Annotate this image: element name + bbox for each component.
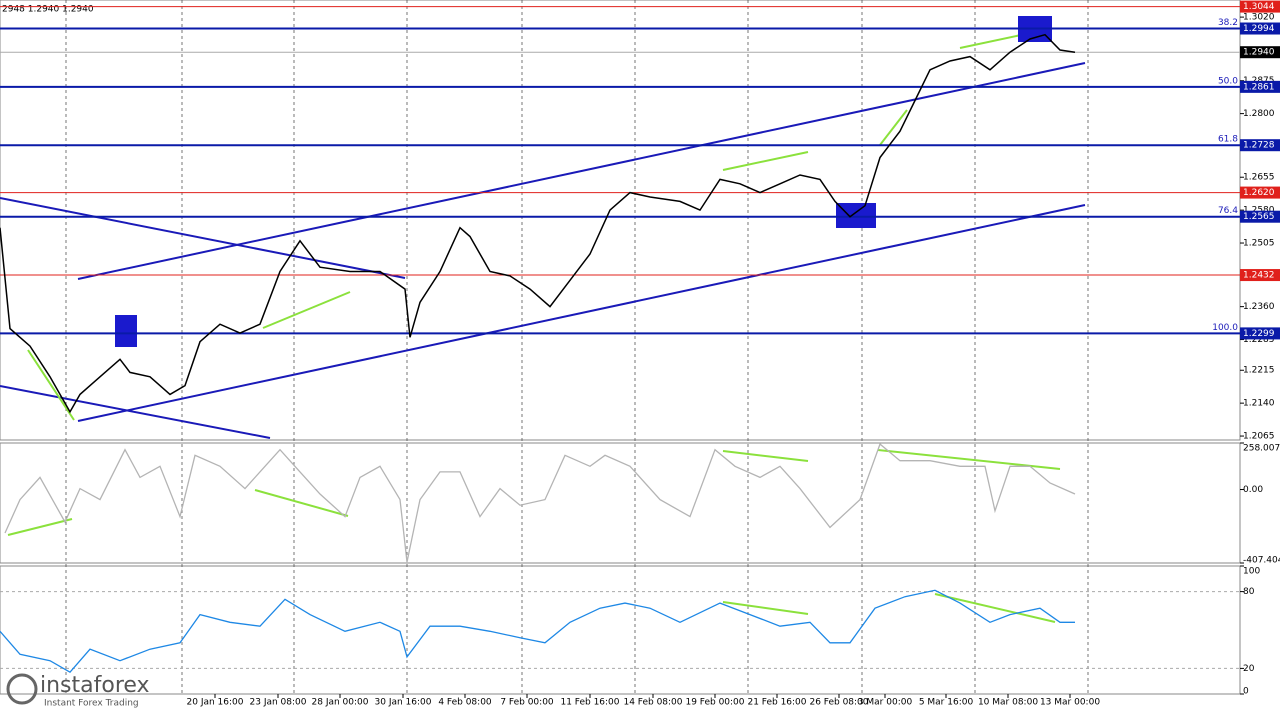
div xyxy=(934,593,1056,623)
y-tick-label: 1.2285 xyxy=(1243,335,1275,345)
div xyxy=(722,151,809,171)
y-tick-label: 0 xyxy=(1243,687,1249,697)
series-line xyxy=(4,443,1076,563)
x-tick-label: 7 Feb 00:00 xyxy=(500,698,554,708)
fib-label: 76.4 xyxy=(1218,206,1238,216)
level-label: 1.2565 xyxy=(1243,212,1275,222)
fib-label: 100.0 xyxy=(1212,323,1238,333)
divergence-lines xyxy=(7,31,1061,623)
y-tick-label: 1.2065 xyxy=(1243,432,1275,442)
level-label: 1.2861 xyxy=(1243,82,1275,92)
div xyxy=(722,601,809,615)
y-tick-label: 1.2800 xyxy=(1243,109,1275,119)
x-tick-label: 19 Feb 00:00 xyxy=(685,698,744,708)
x-tick-label: 28 Jan 00:00 xyxy=(312,698,369,708)
level-label: 1.2994 xyxy=(1243,24,1275,34)
y-tick-label: 1.2360 xyxy=(1243,302,1275,312)
time-grid xyxy=(65,0,1089,694)
logo-name: instaforex xyxy=(40,673,150,698)
down-line-upper xyxy=(0,197,406,279)
y-tick-label: 100 xyxy=(1243,567,1260,577)
x-tick-label: 30 Jan 16:00 xyxy=(375,698,432,708)
y-tick-label: 1.2215 xyxy=(1243,366,1275,376)
ohlc-header: 2948 1.2940 1.2940 xyxy=(2,5,94,15)
price-panel xyxy=(0,0,1241,441)
cci-panel xyxy=(0,442,1241,564)
div xyxy=(262,291,351,329)
y-tick-label: -407.404 xyxy=(1243,556,1280,566)
x-tick-label: 14 Feb 08:00 xyxy=(623,698,682,708)
level-label: 1.2620 xyxy=(1243,188,1275,198)
x-tick-label: 21 Feb 16:00 xyxy=(747,698,806,708)
x-tick-label: 11 Feb 16:00 xyxy=(560,698,619,708)
div xyxy=(27,349,75,421)
trend-lines xyxy=(0,62,1086,439)
y-tick-label: 1.3020 xyxy=(1243,13,1275,23)
logo-icon xyxy=(6,673,38,705)
level-label: 1.2432 xyxy=(1243,271,1275,281)
series-line xyxy=(0,589,1075,674)
fib-label: 38.2 xyxy=(1218,18,1238,28)
level-label: 1.2728 xyxy=(1243,141,1275,151)
x-tick-label: 23 Jan 08:00 xyxy=(250,698,307,708)
level-label-box xyxy=(1240,269,1280,282)
series-line xyxy=(0,33,1076,414)
level-label: 1.3044 xyxy=(1243,2,1275,12)
level-label-box xyxy=(1240,46,1280,59)
y-tick-label: 0.00 xyxy=(1243,485,1263,495)
y-tick-label: 1.2505 xyxy=(1243,239,1275,249)
marker xyxy=(836,203,876,228)
x-tick-label: 10 Mar 08:00 xyxy=(978,698,1038,708)
logo: instaforex Instant Forex Trading xyxy=(6,673,150,709)
y-tick-label: 258.0074 xyxy=(1243,444,1280,454)
fib-label: 61.8 xyxy=(1218,135,1238,145)
div xyxy=(7,518,73,536)
logo-tagline: Instant Forex Trading xyxy=(44,699,139,709)
level-label-box xyxy=(1240,80,1280,93)
level-label-box xyxy=(1240,139,1280,152)
level-label: 1.2299 xyxy=(1243,329,1275,339)
level-label-box xyxy=(1240,210,1280,223)
y-tick-label: 80 xyxy=(1243,587,1255,597)
y-tick-label: 1.2140 xyxy=(1243,399,1275,409)
x-tick-label: 26 Feb 08:00 xyxy=(809,698,868,708)
div xyxy=(254,489,349,517)
channel-lower xyxy=(77,204,1086,422)
channel-upper xyxy=(77,62,1086,280)
level-label-box xyxy=(1240,186,1280,199)
level-label-box xyxy=(1240,0,1280,13)
level-label: 1.2940 xyxy=(1243,48,1275,58)
div xyxy=(722,450,809,462)
div xyxy=(879,109,908,146)
y-tick-label: 1.2580 xyxy=(1243,206,1275,216)
x-tick-label: 3 Mar 00:00 xyxy=(858,698,913,708)
fib-label: 50.0 xyxy=(1218,76,1238,86)
y-tick-label: 1.2655 xyxy=(1243,173,1275,183)
y-tick-label: 20 xyxy=(1243,664,1255,674)
marker xyxy=(115,315,137,347)
level-label-box xyxy=(1240,327,1280,340)
x-tick-label: 4 Feb 08:00 xyxy=(438,698,492,708)
x-tick-label: 20 Jan 16:00 xyxy=(187,698,244,708)
down-line-lower xyxy=(0,385,271,439)
rsi-panel xyxy=(0,565,1241,695)
x-tick-label: 5 Mar 16:00 xyxy=(919,698,974,708)
x-tick-label: 13 Mar 00:00 xyxy=(1040,698,1100,708)
level-label-box xyxy=(1240,22,1280,35)
